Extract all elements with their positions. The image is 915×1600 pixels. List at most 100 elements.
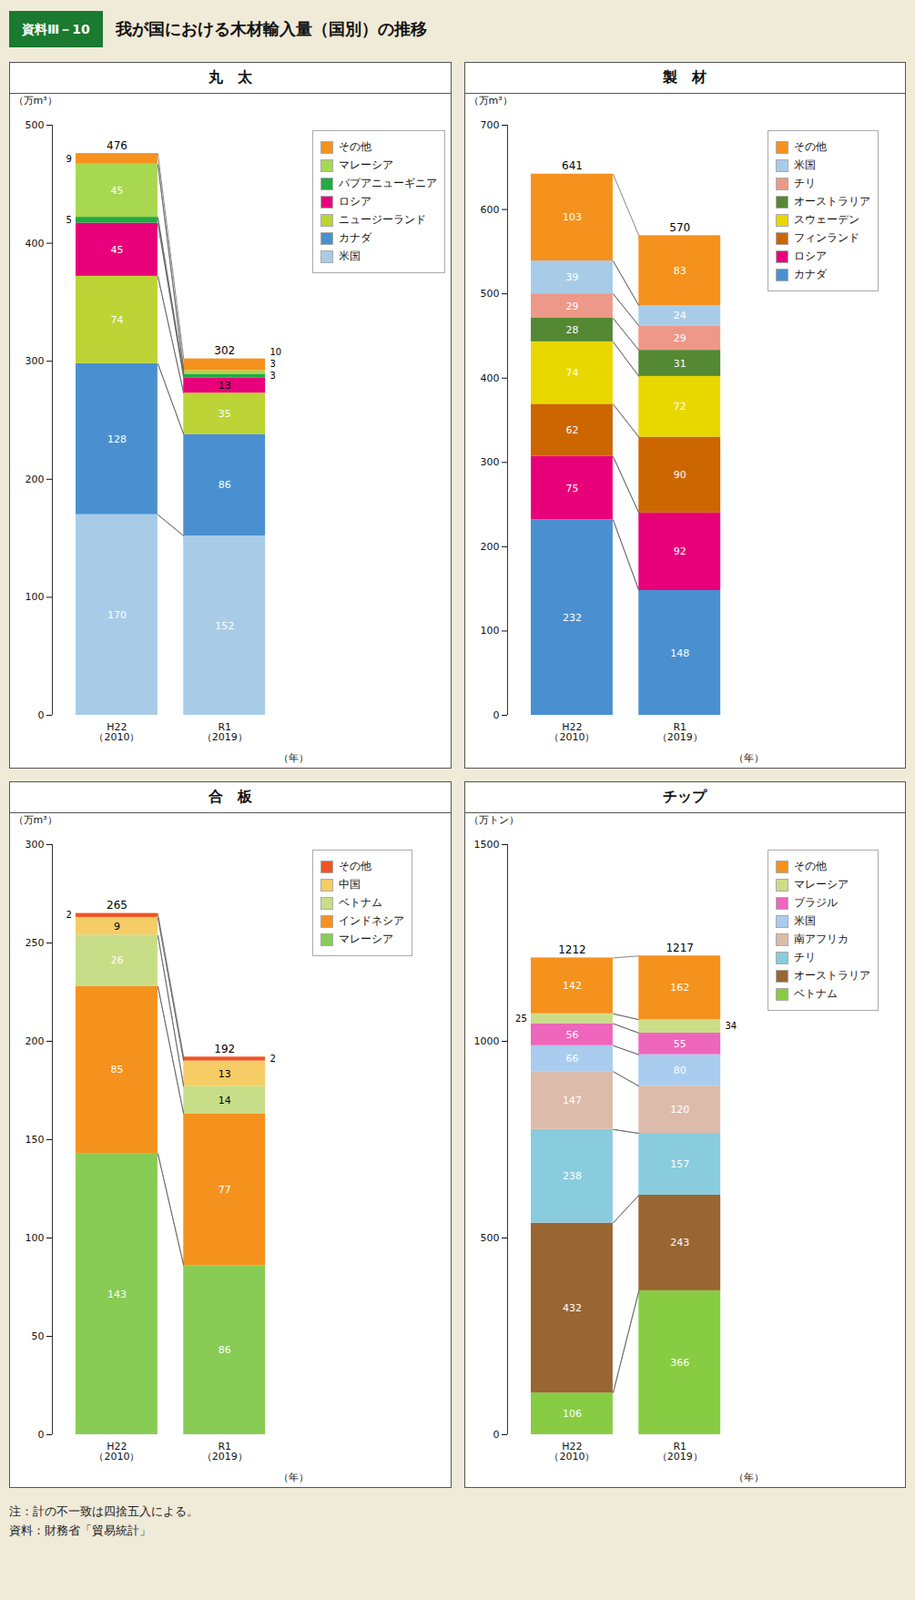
svg-text:H22（2010）: H22（2010）	[549, 1440, 595, 1463]
svg-text:31: 31	[672, 357, 686, 370]
svg-text:0: 0	[492, 709, 499, 722]
svg-text:（年）: （年）	[732, 752, 763, 764]
svg-text:86: 86	[218, 1343, 232, 1356]
svg-text:476: 476	[106, 139, 128, 153]
svg-text:74: 74	[110, 314, 123, 326]
svg-text:432: 432	[561, 1301, 581, 1314]
svg-text:72: 72	[672, 400, 686, 413]
svg-text:29: 29	[672, 332, 686, 345]
svg-text:142: 142	[561, 979, 581, 992]
svg-text:106: 106	[561, 1407, 581, 1420]
svg-text:55: 55	[672, 1037, 686, 1050]
svg-text:10: 10	[269, 346, 282, 357]
svg-text:1000: 1000	[473, 1035, 499, 1048]
svg-text:103: 103	[561, 211, 581, 224]
svg-text:570: 570	[669, 221, 691, 234]
svg-text:1217: 1217	[665, 941, 694, 955]
svg-text:641: 641	[561, 159, 583, 173]
svg-text:74: 74	[565, 366, 579, 379]
svg-text:26: 26	[110, 954, 123, 966]
svg-text:9: 9	[113, 920, 121, 933]
svg-text:5: 5	[65, 214, 72, 225]
svg-text:28: 28	[565, 324, 579, 336]
svg-text:100: 100	[25, 590, 45, 603]
svg-text:170: 170	[107, 609, 127, 621]
svg-text:90: 90	[672, 468, 686, 481]
svg-text:400: 400	[25, 237, 45, 250]
svg-text:45: 45	[110, 184, 123, 197]
svg-text:34: 34	[724, 1020, 737, 1031]
svg-text:366: 366	[670, 1356, 690, 1369]
svg-text:243: 243	[670, 1236, 690, 1249]
svg-text:62: 62	[565, 424, 579, 437]
svg-text:R1（2019）: R1（2019）	[656, 721, 702, 743]
svg-text:192: 192	[213, 1042, 235, 1056]
svg-text:83: 83	[672, 264, 686, 277]
svg-text:R1（2019）: R1（2019）	[202, 1440, 248, 1463]
svg-text:143: 143	[107, 1288, 127, 1301]
svg-text:0: 0	[492, 1428, 499, 1441]
svg-text:250: 250	[25, 936, 45, 949]
svg-text:147: 147	[561, 1094, 581, 1107]
svg-text:R1（2019）: R1（2019）	[202, 721, 248, 743]
svg-text:（年）: （年）	[278, 1471, 309, 1484]
svg-text:39: 39	[565, 271, 579, 284]
svg-text:H22（2010）: H22（2010）	[93, 1440, 140, 1463]
svg-text:500: 500	[25, 119, 45, 132]
svg-text:85: 85	[110, 1063, 123, 1076]
svg-text:300: 300	[25, 355, 45, 367]
svg-text:R1（2019）: R1（2019）	[656, 1440, 702, 1463]
svg-text:75: 75	[565, 482, 579, 495]
svg-text:162: 162	[670, 981, 690, 994]
svg-text:2: 2	[269, 1053, 275, 1064]
svg-text:24: 24	[672, 309, 686, 322]
svg-text:35: 35	[218, 407, 232, 420]
svg-text:92: 92	[672, 545, 686, 558]
svg-text:86: 86	[218, 478, 232, 491]
svg-text:29: 29	[565, 300, 579, 313]
svg-text:25: 25	[515, 1013, 528, 1024]
svg-text:200: 200	[25, 473, 45, 486]
svg-text:80: 80	[672, 1064, 686, 1077]
svg-text:（年）: （年）	[278, 752, 309, 764]
svg-text:50: 50	[31, 1330, 45, 1342]
svg-text:148: 148	[670, 647, 690, 660]
svg-text:128: 128	[107, 433, 127, 446]
svg-text:13: 13	[218, 1067, 232, 1080]
svg-text:300: 300	[479, 456, 499, 468]
svg-text:152: 152	[214, 620, 234, 632]
svg-text:238: 238	[561, 1169, 581, 1182]
svg-text:500: 500	[479, 287, 499, 300]
svg-text:400: 400	[479, 372, 499, 385]
svg-text:157: 157	[670, 1158, 690, 1170]
svg-text:700: 700	[479, 119, 499, 132]
svg-text:0: 0	[38, 1428, 45, 1441]
svg-text:120: 120	[670, 1103, 690, 1116]
svg-text:2: 2	[65, 909, 72, 920]
svg-text:（万トン）: （万トン）	[467, 813, 519, 826]
svg-text:（万m³）: （万m³）	[13, 813, 58, 826]
svg-text:200: 200	[479, 540, 499, 553]
svg-text:1500: 1500	[473, 838, 499, 851]
svg-text:14: 14	[218, 1094, 232, 1107]
svg-text:100: 100	[479, 624, 499, 637]
svg-text:100: 100	[25, 1231, 45, 1244]
svg-text:500: 500	[479, 1231, 499, 1244]
svg-text:3: 3	[269, 370, 275, 381]
svg-text:0: 0	[38, 709, 45, 722]
svg-text:45: 45	[110, 244, 123, 256]
svg-text:232: 232	[561, 611, 581, 624]
svg-text:66: 66	[565, 1052, 579, 1065]
svg-text:302: 302	[213, 344, 235, 357]
svg-text:1212: 1212	[558, 943, 587, 956]
svg-text:3: 3	[269, 358, 275, 369]
svg-text:56: 56	[565, 1028, 579, 1041]
svg-text:150: 150	[25, 1133, 45, 1146]
svg-text:9: 9	[65, 153, 72, 164]
svg-text:13: 13	[218, 379, 232, 392]
svg-text:200: 200	[25, 1035, 45, 1048]
svg-text:600: 600	[479, 203, 499, 216]
svg-text:H22（2010）: H22（2010）	[549, 721, 595, 743]
svg-text:265: 265	[106, 898, 128, 912]
svg-text:300: 300	[25, 838, 45, 851]
